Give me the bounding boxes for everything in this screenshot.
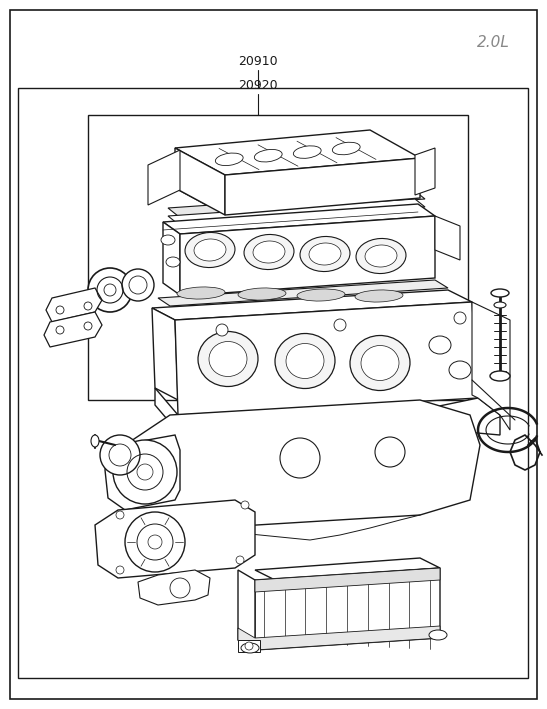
Polygon shape [163,222,180,295]
Polygon shape [435,216,460,260]
Text: 2.0L: 2.0L [477,35,510,50]
Polygon shape [255,558,440,580]
Text: 20920: 20920 [238,79,278,92]
Polygon shape [95,500,255,578]
Polygon shape [415,148,435,195]
Ellipse shape [494,302,506,308]
Ellipse shape [194,239,226,261]
Circle shape [216,324,228,336]
Ellipse shape [297,289,345,301]
Ellipse shape [361,345,399,381]
Polygon shape [175,148,225,215]
Ellipse shape [491,289,509,297]
Circle shape [56,306,64,314]
Ellipse shape [286,343,324,379]
Text: 20910: 20910 [238,55,278,68]
Ellipse shape [490,371,510,381]
Ellipse shape [161,235,175,245]
Ellipse shape [355,290,403,302]
Ellipse shape [429,336,451,354]
Ellipse shape [356,238,406,274]
Ellipse shape [241,643,259,653]
Ellipse shape [350,335,410,391]
Circle shape [84,322,92,330]
Circle shape [241,501,249,509]
Ellipse shape [185,233,235,267]
Ellipse shape [309,243,341,265]
Circle shape [116,511,124,519]
Polygon shape [105,435,180,510]
Polygon shape [158,280,448,306]
Circle shape [56,326,64,334]
Circle shape [88,268,132,312]
Ellipse shape [254,150,282,162]
Ellipse shape [177,287,225,299]
Circle shape [125,512,185,572]
Polygon shape [180,216,435,296]
Polygon shape [175,130,420,175]
Polygon shape [238,570,255,650]
Ellipse shape [365,245,397,267]
Polygon shape [152,308,178,400]
Circle shape [122,269,154,301]
Polygon shape [152,290,472,320]
Polygon shape [168,199,425,224]
Ellipse shape [244,235,294,269]
Bar [88,115,468,400]
Polygon shape [138,570,210,605]
Circle shape [245,642,253,650]
Polygon shape [225,158,420,215]
Polygon shape [255,568,440,650]
Ellipse shape [198,332,258,386]
Ellipse shape [91,435,99,447]
Ellipse shape [275,333,335,389]
Ellipse shape [166,257,180,267]
Polygon shape [238,626,440,650]
Circle shape [236,556,244,564]
Polygon shape [155,388,500,448]
Ellipse shape [216,153,243,166]
Polygon shape [120,400,480,530]
Bar [238,640,260,652]
Circle shape [100,435,140,475]
Polygon shape [175,171,420,215]
Polygon shape [168,191,425,216]
Bar [18,88,528,678]
Circle shape [334,319,346,331]
Ellipse shape [429,630,447,640]
Polygon shape [175,302,478,415]
Ellipse shape [293,146,321,158]
Ellipse shape [238,288,286,300]
Polygon shape [46,288,102,322]
Ellipse shape [253,241,285,263]
Ellipse shape [449,361,471,379]
Ellipse shape [300,237,350,272]
Circle shape [113,440,177,504]
Ellipse shape [333,143,360,155]
Circle shape [116,566,124,574]
Polygon shape [44,312,102,347]
Polygon shape [163,204,435,234]
Polygon shape [148,150,180,205]
Circle shape [84,302,92,310]
Ellipse shape [209,342,247,376]
Circle shape [454,312,466,324]
Polygon shape [472,302,510,430]
Polygon shape [255,568,440,592]
